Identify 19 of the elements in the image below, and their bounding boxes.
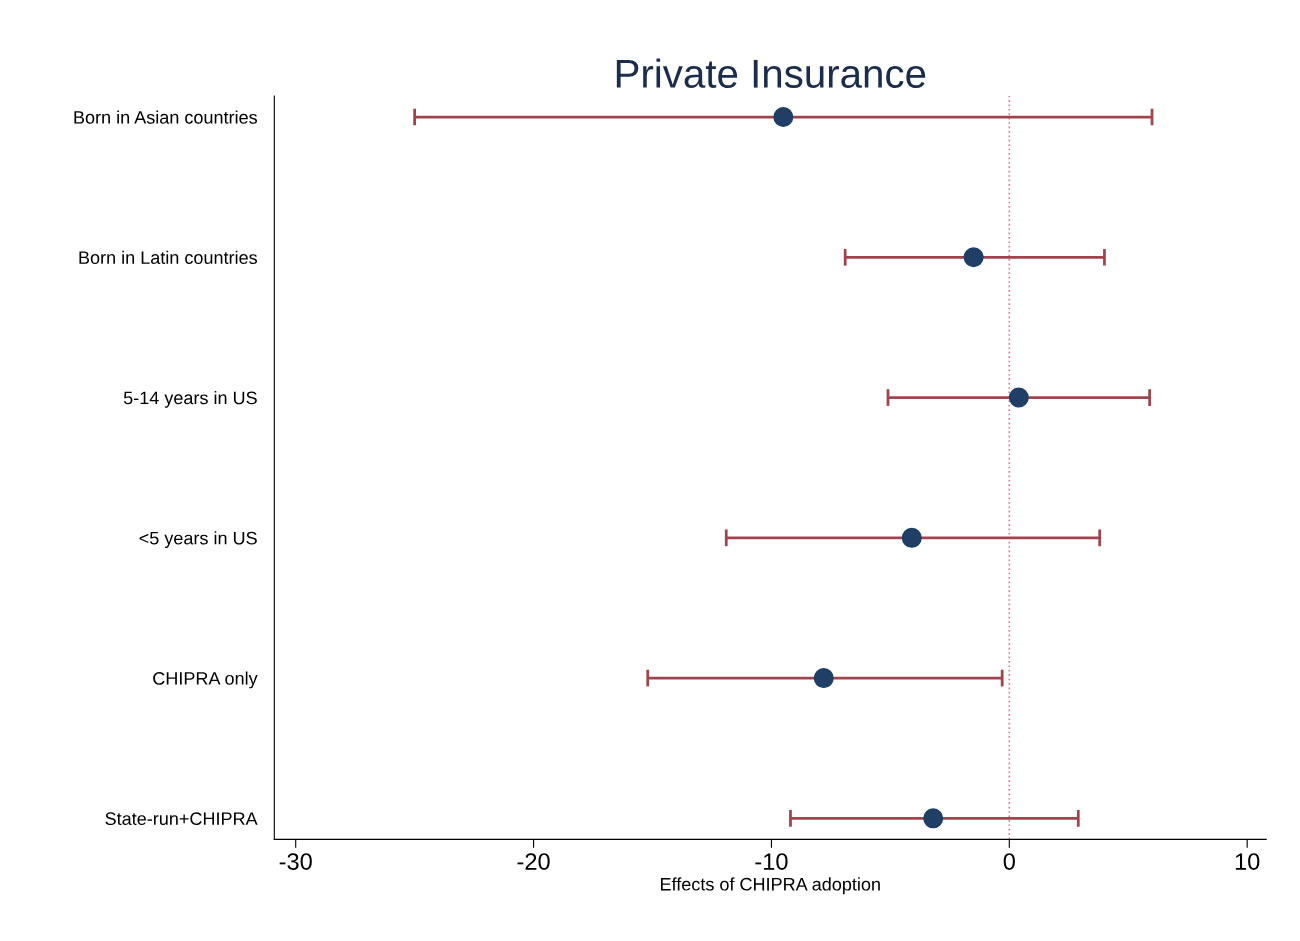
y-tick-label: 5-14 years in US	[123, 391, 257, 408]
point	[813, 668, 834, 689]
point	[1008, 387, 1029, 408]
y-tick-label: Born in Latin countries	[79, 250, 257, 264]
y-tick-label: CHIPRA only	[153, 671, 258, 689]
x-tick-label: 10	[1235, 853, 1260, 870]
point	[923, 808, 944, 829]
point	[963, 247, 984, 268]
point	[773, 107, 794, 128]
x-tick-label: -10	[755, 853, 788, 870]
y-tick-label: <5 years in US	[139, 531, 257, 549]
chart-title: Private Insurance	[616, 58, 926, 89]
x-tick-label: -20	[517, 853, 550, 870]
point	[901, 527, 922, 548]
y-tick-label: State-run+CHIPRA	[105, 812, 258, 826]
y-tick-label: Born in Asian countries	[74, 110, 257, 124]
x-axis-title: Effects of CHIPRA adoption	[660, 877, 880, 895]
x-tick-label: -30	[279, 853, 312, 870]
x-tick-label: 0	[1003, 853, 1015, 870]
